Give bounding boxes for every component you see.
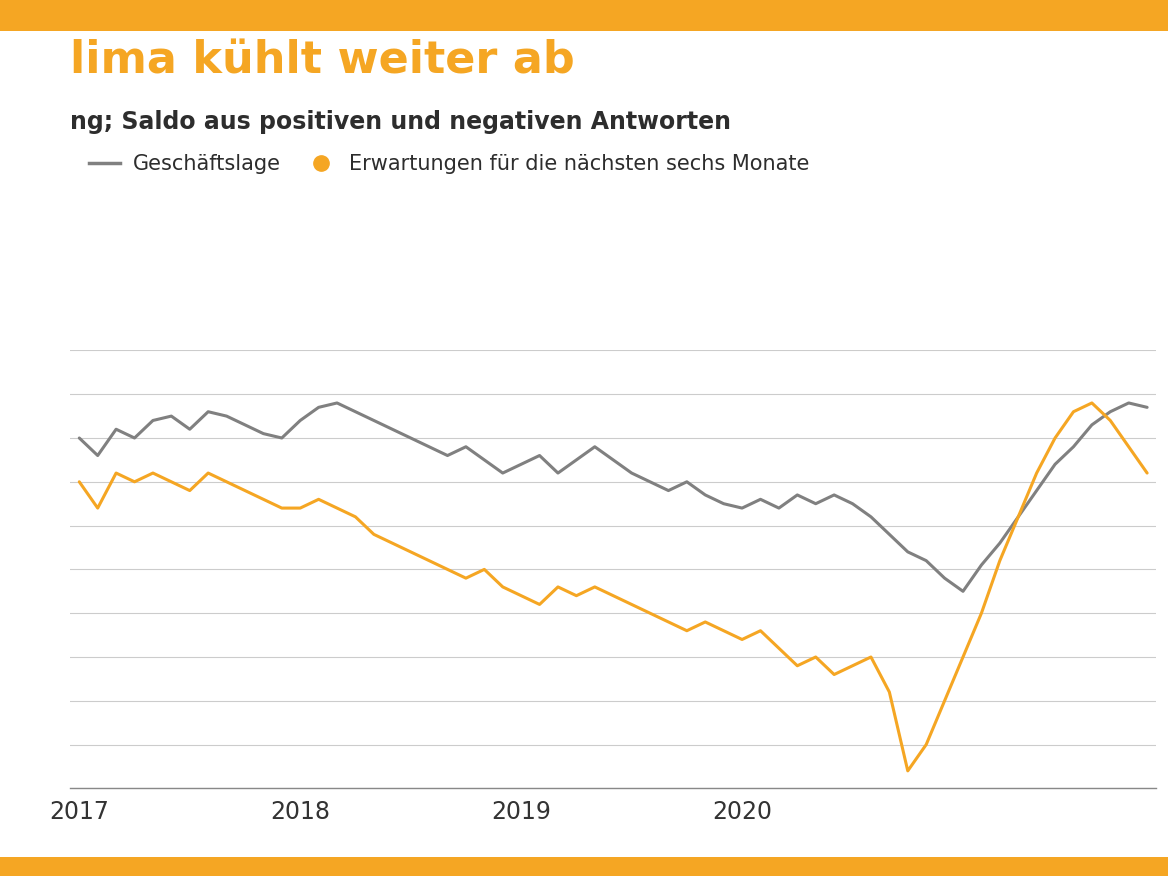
Text: lima kühlt weiter ab: lima kühlt weiter ab [70,39,575,82]
Legend: Geschäftslage, Erwartungen für die nächsten sechs Monate: Geschäftslage, Erwartungen für die nächs… [81,145,818,182]
Text: ng; Saldo aus positiven und negativen Antworten: ng; Saldo aus positiven und negativen An… [70,110,731,133]
